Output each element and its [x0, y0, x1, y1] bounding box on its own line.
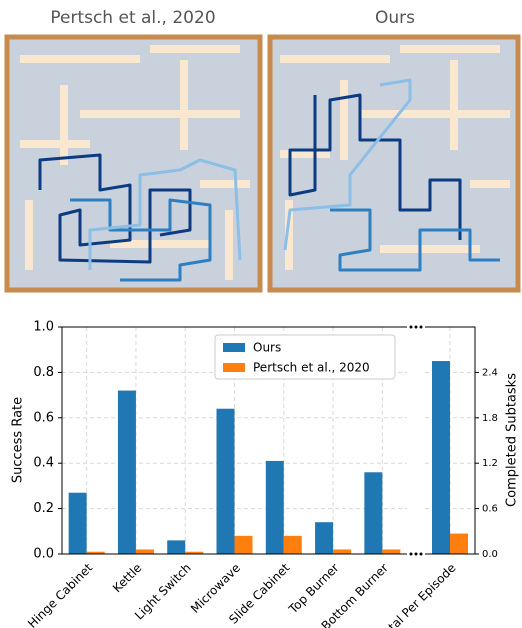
bar: [382, 549, 401, 554]
axis-frame: [61, 326, 407, 555]
y2-tick-label: 1.8: [482, 413, 498, 424]
bar: [135, 549, 154, 554]
y-tick-label: 0.6: [33, 410, 54, 425]
bar: [265, 460, 284, 554]
maze-left: [4, 34, 263, 293]
bar: [315, 522, 334, 554]
axis-frame: [425, 326, 476, 555]
y2-tick-label: 2.4: [482, 367, 498, 378]
bar: [86, 551, 105, 554]
y-tick-label: 0.0: [33, 547, 54, 562]
legend-swatch: [223, 363, 245, 372]
y-tick-label: 0.8: [33, 365, 54, 380]
legend-label: Ours: [253, 341, 281, 355]
bar: [117, 390, 136, 554]
y2-axis-label: Completed Subtasks: [505, 373, 520, 507]
y2-tick-label: 1.2: [482, 458, 498, 469]
x-tick-label: Kettle: [110, 561, 144, 595]
y-tick-label: 0.4: [33, 456, 54, 471]
bar: [167, 540, 186, 554]
legend-label: Pertsch et al., 2020: [253, 361, 370, 375]
legend-box: [214, 334, 396, 380]
legend-swatch: [223, 343, 245, 352]
y-tick-label: 0.2: [33, 501, 54, 516]
y-axis-label: Success Rate: [11, 397, 26, 483]
bar: [234, 535, 253, 554]
maze-right: [267, 34, 521, 293]
y-tick-label: 1.0: [33, 320, 54, 335]
x-tick-label: Hinge Cabinet: [25, 560, 95, 628]
bar: [333, 549, 352, 554]
bar: [185, 551, 204, 554]
bar: [283, 535, 302, 554]
y2-tick-label: 0.6: [482, 504, 498, 515]
panel-label: Ours: [375, 8, 415, 28]
y2-tick-label: 0.0: [482, 549, 498, 560]
axis-break: [409, 325, 423, 556]
bar: [68, 492, 87, 554]
bar: [450, 533, 468, 554]
bar: [216, 408, 235, 554]
bar: [432, 361, 450, 554]
bar: [364, 472, 383, 554]
panel-label: Pertsch et al., 2020: [50, 8, 215, 28]
